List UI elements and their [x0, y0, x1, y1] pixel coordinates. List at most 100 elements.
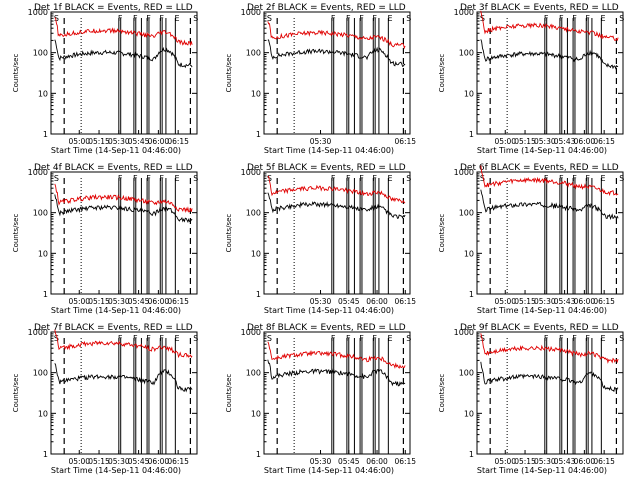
marker-label: F: [372, 14, 377, 23]
panel-det-9: Det 9f BLACK = Events, RED = LLD 1 10 100 10…: [438, 323, 624, 475]
marker-label: E: [174, 334, 179, 343]
y-tick-label: 10: [38, 249, 48, 258]
marker-label: F: [559, 174, 564, 183]
y-tick-label: 10: [38, 409, 48, 418]
series-lld-line: [54, 329, 193, 359]
series-lld-line: [54, 183, 193, 213]
x-tick-label: 06:00: [574, 137, 596, 146]
x-tick-label: 05:15: [514, 457, 536, 466]
marker-label: F: [331, 174, 336, 183]
series-events-line: [267, 192, 406, 219]
x-tick-label: 06:00: [148, 457, 170, 466]
panel-title: Det 4f BLACK = Events, RED = LLD: [34, 163, 193, 173]
marker-label: F: [544, 334, 549, 343]
panel-title: Det 5f BLACK = Events, RED = LLD: [247, 163, 406, 173]
y-tick-label: 100: [33, 49, 48, 58]
series-lld-line: [267, 341, 406, 369]
marker-label: F: [159, 174, 164, 183]
series-lld-line: [267, 175, 406, 204]
marker-label: S: [267, 334, 272, 343]
y-tick-label: 1: [256, 450, 261, 459]
x-tick-label: 06:00: [574, 297, 596, 306]
panel-title: Det 8f BLACK = Events, RED = LLD: [247, 323, 406, 333]
panel-title: Det 7f BLACK = Events, RED = LLD: [34, 323, 193, 333]
x-tick-label: 06:15: [394, 137, 416, 146]
marker-label: F: [544, 174, 549, 183]
series-events-line: [267, 39, 406, 68]
x-tick-label: 05:45: [338, 457, 360, 466]
y-tick-label: 100: [459, 369, 474, 378]
x-tick-label: 05:30: [310, 457, 332, 466]
series-lld-line: [480, 333, 619, 364]
y-tick-label: 100: [459, 49, 474, 58]
y-tick-label: 1: [43, 450, 48, 459]
x-tick-label: 05:15: [88, 457, 110, 466]
y-tick-label: 1000: [28, 8, 48, 17]
series-lld-line: [480, 10, 619, 42]
x-tick-label: 05:30: [310, 137, 332, 146]
y-tick-label: 1: [469, 290, 474, 299]
marker-label: S: [406, 334, 411, 343]
plot-frame: [50, 171, 198, 295]
marker-label: F: [572, 14, 577, 23]
x-tick-label: 06:15: [167, 297, 189, 306]
series-events-line: [480, 361, 619, 393]
marker-label: S: [406, 174, 411, 183]
y-tick-label: 100: [459, 209, 474, 218]
marker-label: S: [54, 14, 59, 23]
x-axis-label: Start Time (14-Sep-11 04:46:00): [477, 466, 607, 475]
x-tick-label: 05:45: [128, 297, 150, 306]
x-axis-label: Start Time (14-Sep-11 04:46:00): [477, 146, 607, 155]
x-axis-label: Start Time (14-Sep-11 04:46:00): [51, 306, 181, 315]
marker-label: E: [387, 174, 392, 183]
x-tick-label: 05:30: [108, 297, 130, 306]
marker-label: E: [387, 334, 392, 343]
plot-frame: [50, 11, 198, 135]
x-tick-label: 05:00: [68, 137, 90, 146]
y-axis-label: Counts/sec: [12, 374, 20, 413]
plot-frame: [263, 171, 411, 295]
marker-label: S: [54, 174, 59, 183]
x-tick-label: 06:15: [394, 297, 416, 306]
series-events-line: [480, 39, 619, 70]
x-axis-label: Start Time (14-Sep-11 04:46:00): [477, 306, 607, 315]
panel-det-6: Det 6f BLACK = Events, RED = LLD 1 10 100 10…: [438, 163, 624, 315]
panel-title: Det 2f BLACK = Events, RED = LLD: [247, 3, 406, 13]
y-tick-label: 10: [464, 89, 474, 98]
marker-label: F: [146, 14, 151, 23]
marker-label: E: [174, 14, 179, 23]
marker-label: F: [133, 174, 138, 183]
y-tick-label: 1000: [241, 328, 261, 337]
marker-label: E: [600, 334, 605, 343]
marker-label: S: [619, 174, 624, 183]
y-axis-label: Counts/sec: [12, 214, 20, 253]
x-tick-label: 05:45: [128, 137, 150, 146]
marker-label: F: [346, 174, 351, 183]
y-tick-label: 1000: [28, 328, 48, 337]
x-tick-label: 05:15: [514, 137, 536, 146]
marker-label: S: [406, 14, 411, 23]
y-tick-label: 1000: [241, 8, 261, 17]
x-tick-label: 05:30: [534, 457, 556, 466]
marker-label: F: [331, 334, 336, 343]
marker-label: F: [159, 14, 164, 23]
y-tick-label: 1: [43, 130, 48, 139]
x-tick-label: 05:43: [554, 457, 576, 466]
series-events-line: [54, 363, 193, 393]
y-axis-label: Counts/sec: [12, 54, 20, 93]
y-tick-label: 1: [43, 290, 48, 299]
plot-frame: [263, 11, 411, 135]
series-events-line: [480, 189, 619, 221]
marker-label: F: [559, 14, 564, 23]
marker-label: F: [559, 334, 564, 343]
x-axis-label: Start Time (14-Sep-11 04:46:00): [264, 466, 394, 475]
panel-title: Det 3f BLACK = Events, RED = LLD: [460, 3, 619, 13]
x-tick-label: 06:15: [593, 297, 615, 306]
marker-label: F: [585, 174, 590, 183]
panel-title: Det 1f BLACK = Events, RED = LLD: [34, 3, 193, 13]
x-tick-label: 05:00: [68, 457, 90, 466]
marker-label: F: [346, 334, 351, 343]
y-tick-label: 10: [464, 249, 474, 258]
panel-title: Det 6f BLACK = Events, RED = LLD: [460, 163, 619, 173]
